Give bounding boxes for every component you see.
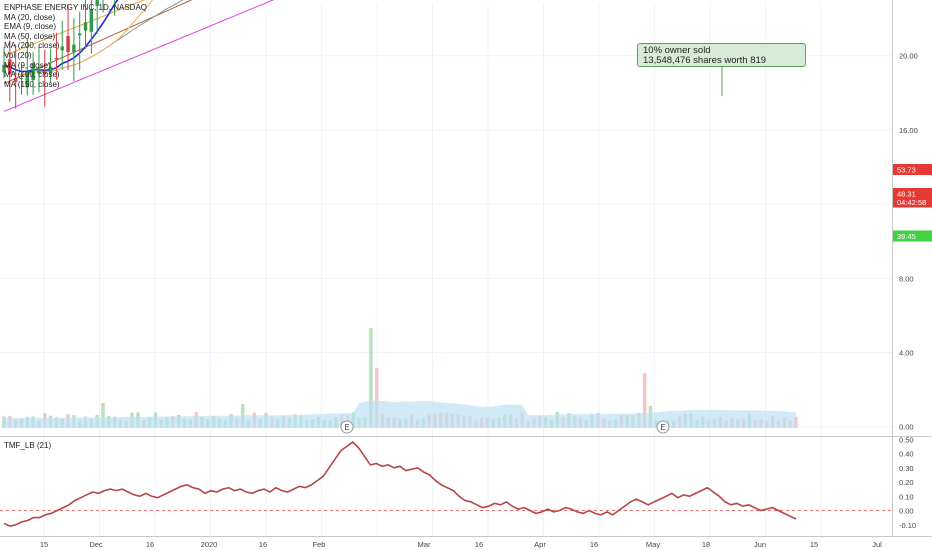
insider-sale-callout: 10% owner sold 13,548,476 shares worth 8… xyxy=(637,43,806,67)
candle-body xyxy=(78,33,82,36)
callout-line-2: 13,548,476 shares worth 819 xyxy=(643,55,767,66)
callout-line-1: 10% owner sold xyxy=(643,45,711,56)
earnings-marker-label: E xyxy=(660,423,665,432)
legend-item-vol20: Vol (20) xyxy=(4,50,32,60)
price-label: 39.45 xyxy=(893,230,932,242)
price-label-text: 48.31 xyxy=(897,190,916,199)
candle-body xyxy=(43,71,47,75)
tmf-tick-label: 0.40 xyxy=(899,450,914,459)
candle-body xyxy=(25,70,29,88)
candle-body xyxy=(31,63,35,81)
tmf-tick-label: 0.10 xyxy=(899,492,914,501)
price-label: 04:42:58 xyxy=(893,196,932,208)
time-tick-label: May xyxy=(646,540,660,549)
price-label-bg xyxy=(893,188,932,199)
time-tick-label: 15 xyxy=(810,540,818,549)
candle-body xyxy=(48,66,53,74)
ma50-line xyxy=(3,0,184,76)
price-tick-label: 0.00 xyxy=(899,423,914,432)
candle-body xyxy=(37,68,41,74)
candle-body xyxy=(83,22,88,31)
price-label-text: 53.73 xyxy=(897,166,916,175)
price-label: 53.73 xyxy=(893,164,932,175)
ma150-line xyxy=(3,0,193,85)
volume-ma-area xyxy=(4,400,796,428)
candle-body xyxy=(8,59,12,75)
candle-body xyxy=(2,65,6,73)
price-tick-label: 8.00 xyxy=(899,274,914,283)
tmf-tick-label: 0.50 xyxy=(899,435,914,444)
tmf-tick-label: 0.20 xyxy=(899,478,914,487)
time-tick-label: 15 xyxy=(40,540,48,549)
time-axis: 15 Dec 16 2020 16 Feb Mar 16 Apr 16 May 18 Jun 15 Jul xyxy=(40,540,882,549)
volume-bar xyxy=(101,403,105,428)
legend-item-ma150: MA (150, close) xyxy=(4,79,60,89)
candle-body xyxy=(13,77,18,82)
time-tick-label: Feb xyxy=(313,540,326,549)
candle-body xyxy=(60,46,64,51)
volume-bar xyxy=(369,328,373,428)
legend-item-ema9: EMA (9, close) xyxy=(4,22,57,32)
ma200-line xyxy=(3,0,275,112)
time-tick-label: 2020 xyxy=(201,540,218,549)
candle-body xyxy=(54,57,59,60)
legend-item-ma100: MA (100, close) xyxy=(4,70,60,80)
candlesticks xyxy=(2,0,116,109)
legend-item-ma20: MA (20, close) xyxy=(4,12,56,22)
price-label-bg xyxy=(893,196,932,208)
price-label-text: 39.45 xyxy=(897,232,916,241)
tmf-indicator-label: TMF_LB (21) xyxy=(4,441,52,450)
time-tick-label: Apr xyxy=(534,540,546,549)
time-tick-label: Jun xyxy=(754,540,766,549)
price-label-bg xyxy=(893,164,932,175)
price-label: 48.31 xyxy=(893,188,932,199)
legend-item-ma50: MA (50, close) xyxy=(4,31,56,41)
earnings-marker-circle xyxy=(656,420,670,434)
candle-body xyxy=(95,0,99,6)
legend-item-ma9: MA (9, close) xyxy=(4,60,51,70)
time-tick-label: 16 xyxy=(259,540,267,549)
tmf-indicator: 0.50 0.40 0.30 0.20 0.10 0.00 -0.10 xyxy=(0,435,916,530)
time-tick-label: Mar xyxy=(418,540,431,549)
tmf-line xyxy=(3,441,797,528)
time-tick-label: 16 xyxy=(590,540,598,549)
earnings-marker: E xyxy=(340,420,354,434)
volume-bar xyxy=(375,368,379,428)
price-tick-label: 20.00 xyxy=(899,52,918,61)
tmf-tick-label: 0.00 xyxy=(899,507,914,516)
time-tick-label: 16 xyxy=(475,540,483,549)
candle-body xyxy=(72,44,76,53)
candle-body xyxy=(89,9,94,32)
time-tick-label: Jul xyxy=(872,540,882,549)
price-label-text: 04:42:58 xyxy=(897,198,926,207)
moving-averages xyxy=(3,0,275,112)
gridlines xyxy=(0,4,892,536)
earnings-marker: E xyxy=(656,420,670,434)
volume-bar xyxy=(642,373,647,428)
chart-legend: ENPHASE ENERGY INC, 1D, NASDAQ MA (20, c… xyxy=(4,3,147,89)
earnings-marker-label: E xyxy=(344,423,349,432)
tmf-tick-label: 0.30 xyxy=(899,464,914,473)
candle-body xyxy=(19,77,24,79)
price-label-bg xyxy=(893,230,932,242)
earnings-marker-circle xyxy=(340,420,354,434)
price-tick-label: 4.00 xyxy=(899,349,914,358)
ma20-line xyxy=(3,0,154,76)
chart-title: ENPHASE ENERGY INC, 1D, NASDAQ xyxy=(4,3,147,12)
time-tick-label: 18 xyxy=(702,540,710,549)
ma100-line xyxy=(3,0,146,57)
time-tick-label: Dec xyxy=(89,540,103,549)
time-tick-label: 16 xyxy=(146,540,154,549)
tmf-tick-label: -0.10 xyxy=(899,521,916,530)
candle-body xyxy=(66,36,70,53)
price-tick-label: 16.00 xyxy=(899,126,918,135)
legend-item-ma200: MA (200, close) xyxy=(4,41,60,51)
